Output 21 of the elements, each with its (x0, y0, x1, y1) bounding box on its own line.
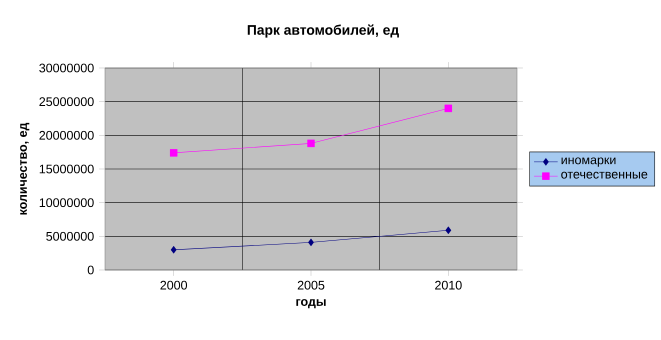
x-axis-title: годы (296, 299, 326, 308)
point (445, 226, 452, 234)
y-tick-label: 15000000 (40, 164, 94, 174)
legend-label: иномарки (562, 157, 616, 167)
chart-title: Парк автомобилей, ед (248, 24, 399, 38)
point (444, 104, 452, 112)
y-tick-label: 5000000 (46, 232, 94, 241)
point (308, 238, 314, 246)
y-tick-label: 25000000 (39, 97, 94, 106)
legend-label: отечественные (561, 172, 648, 179)
y-axis-title: количество, ед (20, 122, 30, 215)
y-tick-label: 0 (88, 266, 94, 274)
point (307, 140, 315, 148)
x-tick-label: 2005 (298, 280, 324, 290)
y-tick-label: 10000000 (40, 198, 94, 208)
y-tick-label: 30000000 (39, 64, 94, 72)
x-tick-label: 2000 (160, 280, 188, 290)
x-tick-label: 2010 (435, 280, 462, 290)
y-tick-label: 20000000 (39, 130, 94, 140)
point (170, 246, 177, 254)
point (170, 149, 178, 157)
